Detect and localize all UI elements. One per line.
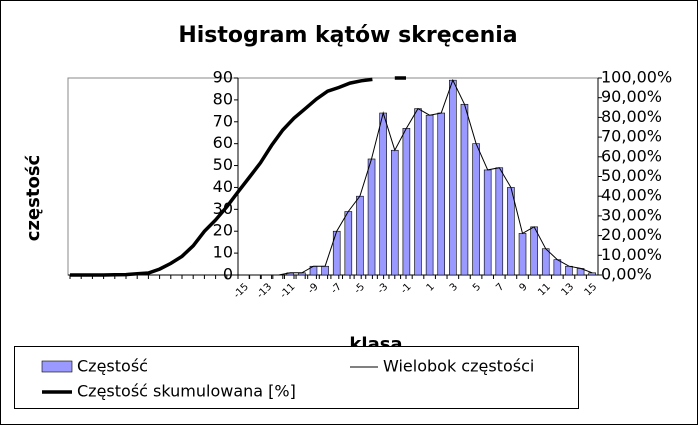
bar [402,128,411,276]
bar [483,169,492,276]
bar [472,143,480,276]
bar [390,149,399,276]
y2-tick-label: 30,00% [601,205,662,224]
legend-box [14,346,579,409]
polygon-line [243,78,593,276]
bar [344,211,353,276]
legend-swatch [41,360,73,373]
y-tick-label: 90 [213,68,233,87]
bar [449,79,457,276]
y2-tick-label: 100,00% [601,68,672,87]
y2-tick-label: 10,00% [601,245,662,264]
bar [495,167,504,276]
bar [356,195,364,276]
bar [541,248,550,276]
legend: Częstość Wielobok częstości Częstość skumu… [14,346,579,409]
y2-tick-label: 80,00% [601,107,662,126]
y2-tick-label: 90,00% [601,87,662,106]
y2-tick-label: 20,00% [601,225,662,244]
bar [425,114,434,276]
bar [414,108,422,276]
y-tick-label: 0 [223,265,233,284]
y-tick-label: 40 [213,177,233,196]
bar [588,272,596,276]
y-tick-label: 10 [213,243,233,262]
y2-tick-label: 70,00% [601,127,662,146]
y-tick-label: 70 [213,111,233,130]
chart-title: Histogram kątów skręcenia [178,23,517,48]
cumulative-line [70,76,406,277]
bar [507,187,515,276]
legend-label: Wielobok częstości [383,357,534,376]
bar [518,233,527,276]
y2-tick-label: 40,00% [601,186,662,205]
y2-tick-label: 60,00% [601,146,662,165]
bar [321,265,329,276]
y-tick-label: 80 [213,89,233,108]
bar [565,265,573,276]
legend-label: Częstość [77,357,148,376]
y2-tick-label: 0,00% [601,265,652,284]
bar [437,112,446,276]
y-tick-label: 60 [213,133,233,152]
bar [367,158,376,276]
y-tick-label: 20 [213,221,233,240]
y-tick-label: 50 [213,155,233,174]
bar [553,259,562,276]
legend-label: Częstość skumulowana [%] [77,382,296,401]
bar [379,112,387,276]
bar [530,226,538,276]
y2-tick-label: 50,00% [601,166,662,185]
y-axis-label: częstość [23,154,44,241]
bar [460,103,469,276]
